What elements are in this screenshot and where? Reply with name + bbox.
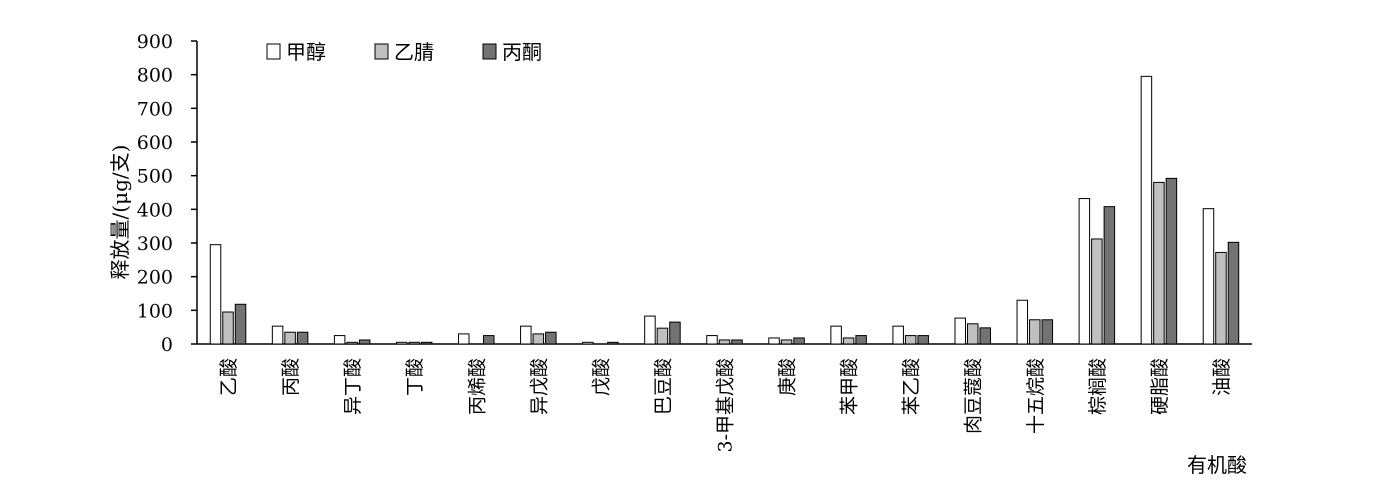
bar-乙腈-巴豆酸 [656, 327, 669, 345]
bar-甲醇-庚酸 [768, 337, 780, 345]
y-tick-label: 900 [137, 31, 173, 53]
y-tick-label: 100 [137, 300, 173, 322]
bar-乙腈-硬脂酸 [1153, 181, 1165, 345]
bar-甲醇-棕榈酸 [1078, 198, 1091, 345]
category-label: 3-甲基戊酸 [715, 358, 737, 453]
bar-乙腈-庚酸 [780, 339, 793, 345]
bar-乙腈-丁酸 [408, 341, 420, 345]
bar-乙腈-异戊酸 [532, 333, 545, 345]
bar-甲醇-乙酸 [209, 244, 222, 345]
bar-乙腈-丙酸 [284, 331, 296, 345]
bar-甲醇-异丁酸 [333, 335, 346, 345]
y-tick-label: 200 [137, 267, 173, 289]
bar-甲醇-戊酸 [582, 341, 594, 345]
category-label: 丙酸 [280, 358, 302, 396]
bar-甲醇-丙烯酸 [458, 333, 470, 345]
y-tick-label: 0 [161, 334, 173, 356]
bar-乙腈-肉豆蔻酸 [966, 323, 979, 345]
bar-丙酮-庚酸 [793, 337, 805, 345]
bar-甲醇-3-甲基戊酸 [706, 335, 718, 345]
bar-甲醇-肉豆蔻酸 [954, 317, 966, 345]
bar-丙酮-戊酸 [607, 341, 619, 345]
bar-丙酮-十五烷酸 [1041, 319, 1054, 345]
legend-swatch [482, 43, 497, 60]
bar-甲醇-苯乙酸 [892, 325, 904, 345]
bar-乙腈-乙酸 [222, 311, 234, 345]
bar-乙腈-苯乙酸 [904, 335, 917, 345]
category-label: 庚酸 [777, 358, 799, 396]
bar-乙腈-十五烷酸 [1029, 319, 1041, 345]
category-label: 戊酸 [590, 358, 612, 396]
legend: 甲醇 乙腈 丙酮 [266, 40, 542, 64]
y-tick-label: 500 [137, 166, 173, 188]
bar-甲醇-丁酸 [395, 341, 408, 345]
legend-label: 乙腈 [394, 40, 434, 64]
category-label: 苯乙酸 [901, 358, 923, 415]
bars [209, 75, 1240, 345]
bar-丙酮-丙烯酸 [483, 335, 495, 345]
legend-label: 丙酮 [502, 40, 542, 64]
bar-甲醇-异戊酸 [520, 325, 532, 345]
category-label: 巴豆酸 [652, 358, 674, 415]
legend-label: 甲醇 [286, 40, 326, 64]
legend-swatch [266, 43, 281, 60]
category-label: 丙烯酸 [466, 358, 488, 415]
category-label: 硬脂酸 [1149, 358, 1171, 415]
category-label: 丁酸 [404, 358, 426, 396]
category-labels: 乙酸 丙酸 异丁酸 丁酸 丙烯酸 异戊酸 戊酸 巴豆酸 3-甲基戊酸 庚酸 苯甲酸 苯乙酸 肉豆蔻酸 十五… [218, 358, 1233, 453]
bar-丙酮-硬脂酸 [1165, 177, 1178, 345]
bar-丙酮-苯甲酸 [855, 335, 867, 345]
bar-乙腈-油酸 [1215, 251, 1227, 345]
category-label: 肉豆蔻酸 [963, 358, 985, 434]
bar-丙酮-巴豆酸 [669, 321, 681, 345]
y-tick-label: 800 [137, 65, 173, 87]
bar-乙腈-苯甲酸 [842, 337, 855, 345]
y-tick-label: 400 [137, 199, 173, 221]
bar-甲醇-十五烷酸 [1016, 299, 1029, 345]
bar-丙酮-丁酸 [420, 341, 433, 345]
bar-丙酮-肉豆蔻酸 [979, 327, 991, 345]
category-label: 异戊酸 [528, 358, 550, 415]
y-tick-label: 700 [137, 98, 173, 120]
category-label: 乙酸 [218, 358, 240, 396]
bar-丙酮-乙酸 [234, 303, 247, 345]
y-tick-label: 600 [137, 132, 173, 154]
x-axis-title: 有机酸 [1187, 453, 1247, 477]
y-tick-label: 300 [137, 233, 173, 255]
category-label: 油酸 [1211, 358, 1233, 396]
bar-甲醇-苯甲酸 [830, 325, 842, 345]
bar-乙腈-棕榈酸 [1091, 238, 1103, 345]
category-label: 十五烷酸 [1025, 358, 1047, 434]
category-label: 苯甲酸 [839, 358, 861, 415]
bar-丙酮-异丁酸 [358, 339, 371, 345]
bar-丙酮-丙酸 [296, 331, 309, 345]
category-label: 异丁酸 [342, 358, 364, 415]
y-axis-title: 释放量/(μg/支) [108, 145, 132, 280]
bar-甲醇-巴豆酸 [644, 315, 656, 345]
bar-乙腈-3-甲基戊酸 [718, 339, 731, 345]
bar-甲醇-硬脂酸 [1140, 75, 1153, 345]
bar-乙腈-异丁酸 [346, 341, 358, 345]
bar-甲醇-丙酸 [271, 325, 284, 345]
y-axis: 0 100 200 300 400 500 600 700 800 900 [137, 31, 198, 356]
category-label: 棕榈酸 [1087, 358, 1109, 415]
bar-丙酮-苯乙酸 [917, 335, 929, 345]
bar-丙酮-3-甲基戊酸 [731, 339, 743, 345]
bar-丙酮-异戊酸 [545, 331, 557, 345]
legend-swatch [374, 43, 389, 60]
bar-丙酮-棕榈酸 [1103, 206, 1116, 345]
bar-丙酮-油酸 [1227, 241, 1240, 345]
bar-甲醇-油酸 [1202, 208, 1215, 345]
